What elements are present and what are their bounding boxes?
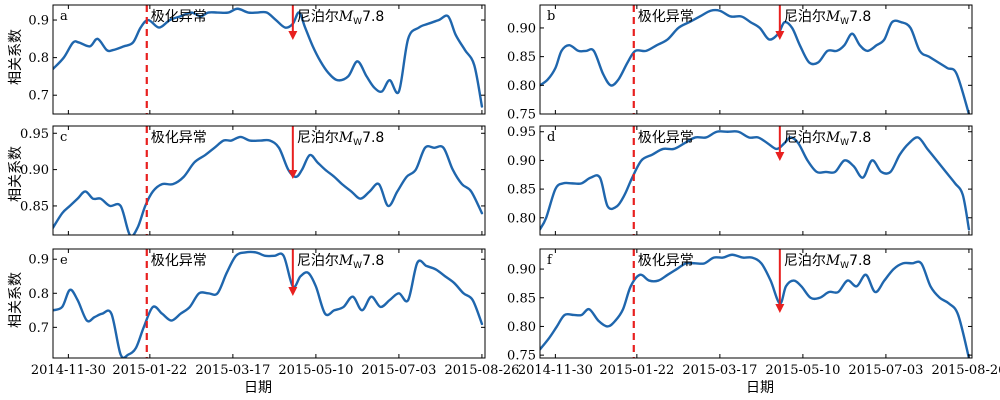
earthquake-label-b: 尼泊尔MW7.8	[784, 9, 872, 27]
axes-frame-f	[539, 248, 973, 359]
y-tick-label-a-0: 0.7	[28, 89, 49, 104]
panel-letter-d: d	[547, 130, 555, 145]
x-tick-label-f-1: 2015-01-22	[599, 363, 674, 378]
panel-a: 极化异常 尼泊尔MW7.8 0.7 0.8 0.9 a	[28, 4, 486, 115]
y-tick-label-d-3: 0.95	[507, 125, 536, 140]
x-tick-label-e-4: 2015-07-03	[361, 363, 436, 378]
x-tick-label-f-2: 2015-03-17	[682, 363, 757, 378]
anomaly-label-d: 极化异常	[638, 130, 694, 146]
y-tick-label-d-2: 0.90	[507, 154, 536, 169]
y-tick-label-a-2: 0.9	[28, 14, 49, 29]
y-tick-label-e-2: 0.9	[28, 253, 49, 268]
axes-frame-a	[52, 4, 486, 115]
x-tick-label-e-2: 2015-03-17	[195, 363, 270, 378]
y-tick-label-f-1: 0.80	[507, 320, 536, 335]
earthquake-label-d: 尼泊尔MW7.8	[784, 130, 872, 148]
anomaly-label-f: 极化异常	[638, 253, 694, 269]
series-line-d-0	[540, 130, 971, 231]
anomaly-label-e: 极化异常	[151, 253, 207, 269]
y-tick-label-b-0: 0.75	[507, 108, 536, 123]
x-tick-label-f-5: 2015-08-26	[931, 363, 1000, 378]
y-tick-label-d-1: 0.85	[507, 183, 536, 198]
axes-frame-d	[539, 125, 973, 236]
x-axis-label-right: 日期	[746, 380, 774, 396]
y-axis-label-top: 相关系数	[8, 29, 24, 85]
earthquake-arrow-head-f	[775, 304, 785, 313]
panel-letter-f: f	[547, 253, 553, 268]
axes-frame-b	[539, 4, 973, 115]
panel-letter-e: e	[60, 253, 68, 268]
anomaly-label-c: 极化异常	[151, 130, 207, 146]
axes-frame-e	[52, 248, 486, 359]
series-line-b-0	[540, 8, 971, 114]
x-tick-label-f-4: 2015-07-03	[848, 363, 923, 378]
panel-b: 极化异常 尼泊尔MW7.8 0.75 0.80 0.85 0.90 b	[507, 4, 973, 123]
earthquake-label-e: 尼泊尔MW7.8	[297, 253, 385, 271]
series-line-e-0	[53, 250, 484, 358]
x-tick-label-e-0: 2014-11-30	[31, 363, 106, 378]
earthquake-arrow-head-d	[775, 152, 785, 161]
y-tick-label-b-2: 0.85	[507, 50, 536, 65]
x-tick-label-e-5: 2015-08-26	[444, 363, 519, 378]
panel-d: 极化异常 尼泊尔MW7.8 0.80 0.85 0.90 0.95 d	[507, 125, 973, 236]
axes-frame-c	[52, 125, 486, 236]
x-tick-label-f-3: 2015-05-10	[765, 363, 840, 378]
y-tick-label-c-1: 0.90	[20, 163, 49, 178]
y-tick-label-e-1: 0.8	[28, 287, 49, 302]
series-line-c-0	[53, 135, 484, 235]
y-tick-label-d-0: 0.80	[507, 211, 536, 226]
anomaly-label-a: 极化异常	[151, 9, 207, 25]
panel-e: 极化异常 尼泊尔MW7.8 0.7 0.8 0.9 2014-11-30 2015-01-2…	[28, 248, 519, 378]
panel-letter-c: c	[60, 130, 67, 145]
y-tick-label-b-1: 0.80	[507, 79, 536, 94]
x-tick-label-e-3: 2015-05-10	[278, 363, 353, 378]
y-tick-label-f-2: 0.85	[507, 291, 536, 306]
y-tick-label-f-0: 0.75	[507, 349, 536, 364]
earthquake-label-a: 尼泊尔MW7.8	[297, 9, 385, 27]
panel-f: 极化异常 尼泊尔MW7.8 0.75 0.80 0.85 0.90 2014-11-30 20…	[507, 248, 1000, 378]
earthquake-arrow-head-c	[288, 170, 298, 179]
y-tick-label-e-0: 0.7	[28, 321, 49, 336]
earthquake-label-c: 尼泊尔MW7.8	[297, 130, 385, 148]
series-line-a-0	[53, 7, 484, 108]
earthquake-arrow-head-e	[288, 287, 298, 296]
y-axis-label-middle: 相关系数	[8, 146, 24, 202]
series-line-f-0	[540, 253, 971, 358]
earthquake-arrow-head-a	[288, 31, 298, 40]
earthquake-label-f: 尼泊尔MW7.8	[784, 253, 872, 271]
panel-letter-a: a	[60, 9, 68, 24]
earthquake-arrow-head-b	[775, 31, 785, 40]
x-tick-label-f-0: 2014-11-30	[518, 363, 593, 378]
x-axis-label-left: 日期	[244, 380, 272, 396]
panel-c: 极化异常 尼泊尔MW7.8 0.85 0.90 0.95 c	[20, 125, 486, 236]
anomaly-label-b: 极化异常	[638, 9, 694, 25]
y-tick-label-c-2: 0.95	[20, 127, 49, 142]
y-tick-label-f-3: 0.90	[507, 263, 536, 278]
x-tick-label-e-1: 2015-01-22	[112, 363, 187, 378]
y-tick-label-c-0: 0.85	[20, 199, 49, 214]
y-tick-label-a-1: 0.8	[28, 51, 49, 66]
y-tick-label-b-3: 0.90	[507, 21, 536, 36]
panel-letter-b: b	[547, 9, 555, 24]
y-axis-label-bottom: 相关系数	[8, 272, 24, 328]
